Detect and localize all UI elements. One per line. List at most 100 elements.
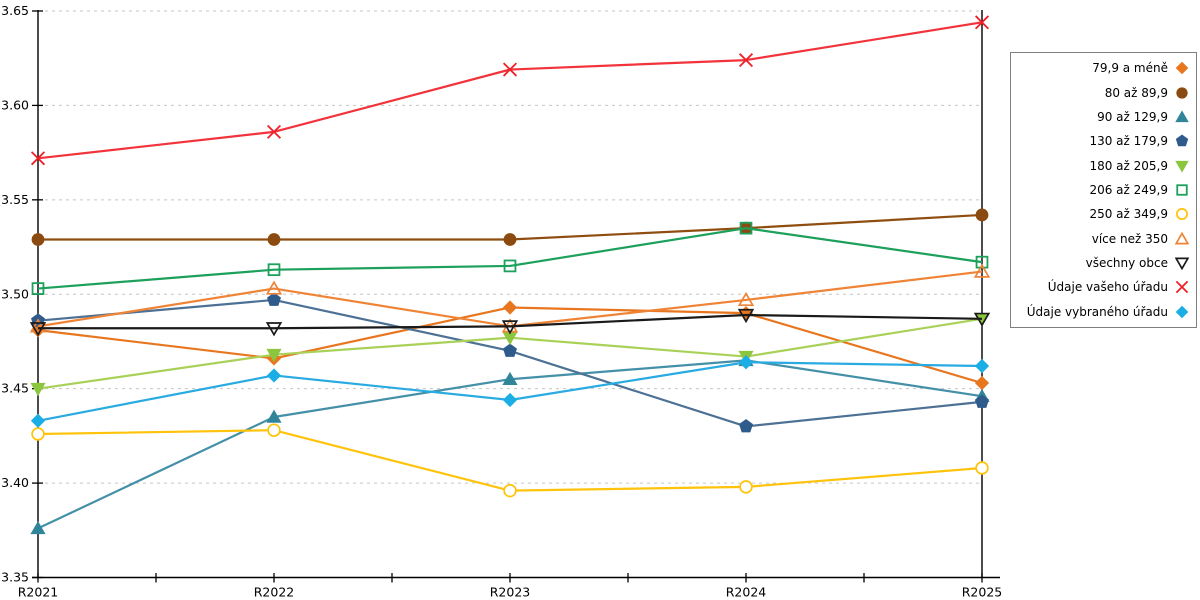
legend: 79,9 a méně 80 až 89,9 90 až 129,9 130 až 1… bbox=[1010, 52, 1197, 328]
series-line bbox=[37, 361, 983, 422]
legend-marker-icon bbox=[1176, 86, 1188, 99]
legend-label: 79,9 a méně bbox=[1092, 61, 1168, 76]
legend-marker-icon bbox=[1175, 61, 1189, 75]
x-marker-icon bbox=[502, 62, 518, 77]
legend-item: Údaje vybraného úřadu bbox=[1015, 305, 1189, 319]
legend-label: Údaje vybraného úřadu bbox=[1026, 304, 1168, 319]
triangle-up-marker-icon bbox=[1175, 110, 1189, 122]
legend-label: všechny obce bbox=[1085, 256, 1168, 271]
triangle-up-marker-icon bbox=[265, 280, 283, 295]
legend-item: 80 až 89,9 bbox=[1015, 86, 1189, 100]
square-marker-icon bbox=[267, 263, 281, 277]
legend-marker-icon bbox=[1175, 257, 1189, 271]
legend-label: 130 až 179,9 bbox=[1089, 134, 1168, 149]
legend-item: Údaje vašeho úřadu bbox=[1015, 280, 1189, 294]
triangle-down-marker-icon bbox=[501, 320, 519, 335]
series-line bbox=[38, 313, 983, 330]
legend-item: 79,9 a méně bbox=[1015, 61, 1189, 75]
legend-item: 180 až 205,9 bbox=[1015, 159, 1189, 173]
legend-label: Údaje vašeho úřadu bbox=[1047, 280, 1168, 295]
x-tick-label: R2021 bbox=[18, 585, 59, 600]
x-tick-label: R2022 bbox=[254, 585, 295, 600]
series bbox=[30, 355, 990, 428]
diamond-marker-icon bbox=[974, 358, 990, 374]
series-line bbox=[37, 359, 983, 530]
series bbox=[31, 208, 989, 246]
y-tick-label: 3.50 bbox=[1, 286, 29, 301]
legend-label: 250 až 349,9 bbox=[1089, 207, 1168, 222]
triangle-down-marker-icon bbox=[265, 322, 283, 337]
diamond-marker-icon bbox=[738, 355, 754, 370]
square-marker-icon bbox=[975, 255, 989, 269]
triangle-down-marker-icon bbox=[29, 322, 47, 337]
legend-label: 206 až 249,9 bbox=[1089, 182, 1168, 197]
triangle-up-marker-icon bbox=[973, 263, 991, 278]
x-marker-icon bbox=[738, 53, 754, 68]
pentagon-marker-icon bbox=[975, 394, 989, 408]
triangle-up-marker-icon bbox=[29, 318, 47, 333]
series-line bbox=[37, 227, 983, 290]
x-tick-label: R2024 bbox=[726, 585, 767, 600]
legend-item: 250 až 349,9 bbox=[1015, 207, 1189, 221]
y-tick-label: 3.35 bbox=[1, 570, 29, 585]
x-marker-icon bbox=[30, 151, 46, 166]
circle-marker-icon bbox=[31, 427, 45, 441]
square-marker-icon bbox=[739, 221, 753, 235]
diamond-marker-icon bbox=[1175, 305, 1189, 319]
series bbox=[31, 423, 989, 498]
triangle-down-marker-icon bbox=[737, 308, 755, 324]
legend-marker-icon bbox=[1176, 184, 1188, 196]
circle-marker-icon bbox=[1176, 86, 1188, 99]
y-tick-label: 3.40 bbox=[1, 475, 29, 490]
legend-marker-icon bbox=[1175, 160, 1189, 173]
x-tick-label: R2023 bbox=[490, 585, 531, 600]
triangle-up-marker-icon bbox=[737, 291, 755, 307]
circle-marker-icon bbox=[975, 461, 989, 475]
triangle-up-marker-icon bbox=[266, 409, 282, 423]
legend-label: 180 až 205,9 bbox=[1089, 158, 1168, 173]
triangle-down-marker-icon bbox=[973, 312, 991, 327]
triangle-up-marker-icon bbox=[502, 371, 518, 385]
legend-marker-icon bbox=[1175, 305, 1189, 319]
triangle-down-marker-icon bbox=[266, 348, 282, 363]
y-tick-label: 3.55 bbox=[1, 192, 29, 207]
diamond-marker-icon bbox=[266, 368, 282, 383]
y-tick-label: 3.60 bbox=[1, 97, 29, 112]
legend-item: více než 350 bbox=[1015, 231, 1189, 246]
pentagon-marker-icon bbox=[503, 343, 517, 357]
series-line bbox=[37, 21, 983, 160]
square-marker-icon bbox=[31, 282, 45, 295]
square-marker-icon bbox=[503, 259, 517, 273]
diamond-marker-icon bbox=[974, 375, 990, 391]
legend-item: 90 až 129,9 bbox=[1015, 110, 1189, 124]
circle-marker-icon bbox=[503, 233, 517, 246]
pentagon-marker-icon bbox=[267, 292, 281, 306]
legend-marker-icon bbox=[1175, 134, 1189, 147]
circle-marker-icon bbox=[503, 483, 517, 498]
legend-marker-icon bbox=[1175, 231, 1189, 245]
diamond-marker-icon bbox=[502, 300, 518, 315]
circle-marker-icon bbox=[31, 233, 45, 246]
series bbox=[29, 308, 991, 337]
triangle-up-marker-icon bbox=[30, 521, 46, 535]
circle-marker-icon bbox=[267, 233, 281, 246]
x-tick-label: R2025 bbox=[962, 585, 1003, 600]
diamond-marker-icon bbox=[502, 392, 518, 408]
x-marker-icon bbox=[1175, 281, 1189, 294]
legend-label: 90 až 129,9 bbox=[1097, 109, 1168, 124]
y-tick-label: 3.65 bbox=[1, 3, 29, 18]
legend-item: 206 až 249,9 bbox=[1015, 183, 1189, 197]
series bbox=[30, 313, 990, 397]
legend-item: 130 až 179,9 bbox=[1015, 134, 1189, 148]
series bbox=[30, 352, 990, 535]
x-marker-icon bbox=[974, 15, 990, 30]
legend-marker-icon bbox=[1175, 281, 1189, 294]
circle-marker-icon bbox=[975, 208, 989, 222]
circle-marker-icon bbox=[267, 423, 281, 437]
series bbox=[30, 15, 990, 166]
legend-marker-icon bbox=[1175, 110, 1189, 122]
circle-marker-icon bbox=[739, 480, 753, 494]
legend-label: více než 350 bbox=[1091, 231, 1168, 246]
